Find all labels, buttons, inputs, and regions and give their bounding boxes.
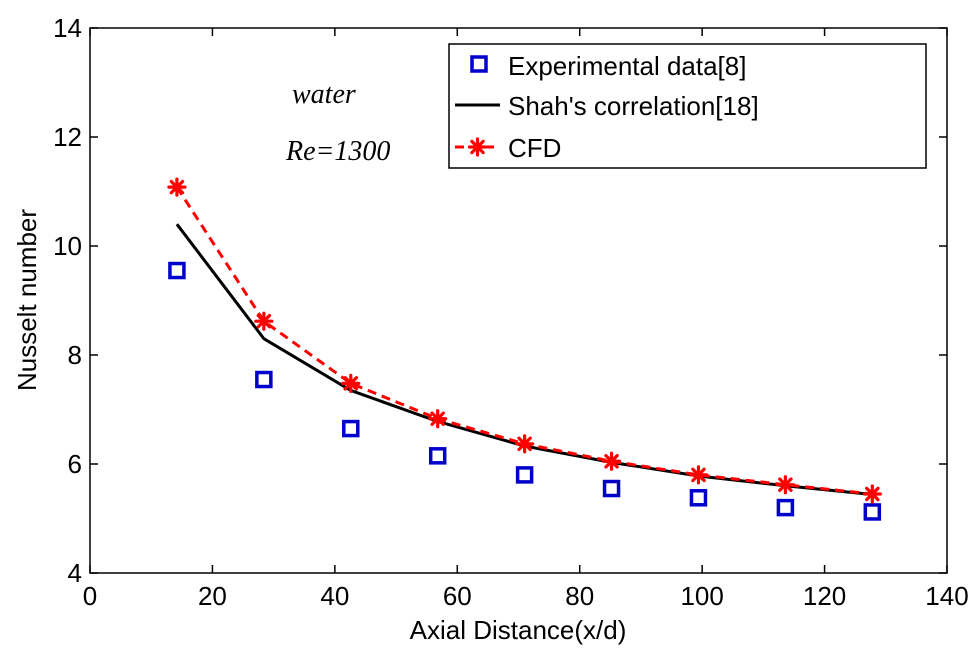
data-point-cfd	[775, 475, 795, 495]
data-point-experimental	[515, 466, 534, 484]
data-point-experimental	[776, 498, 795, 517]
data-point-cfd	[428, 409, 448, 429]
y-axis-label: Nusselt number	[12, 209, 42, 391]
legend-label-shah: Shah's correlation[18]	[508, 91, 759, 121]
data-point-experimental	[428, 447, 447, 465]
x-tick-label: 80	[565, 581, 594, 611]
data-point-experimental	[863, 503, 882, 521]
data-point-cfd	[167, 177, 187, 197]
data-point-experimental	[255, 370, 273, 389]
legend-box	[448, 43, 927, 169]
x-tick-label: 40	[320, 581, 349, 611]
data-point-cfd	[688, 465, 709, 485]
y-tick-label: 12	[53, 122, 82, 152]
legend: Experimental data[8] Shah's correlation[…	[448, 43, 927, 169]
axis-ticks	[89, 27, 948, 574]
data-point-experimental	[689, 489, 708, 507]
annotation-water: water	[292, 79, 356, 110]
y-tick-label: 6	[68, 449, 82, 479]
legend-label-cfd: CFD	[508, 133, 561, 163]
data-point-experimental	[342, 419, 360, 438]
y-tick-label: 4	[68, 558, 82, 588]
data-point-experimental	[168, 261, 186, 280]
data-point-cfd	[254, 311, 274, 331]
y-tick-label: 10	[53, 231, 82, 261]
tick-labels: 0 20 40 60 80 100 120 140 4 6 8 10 12 14	[53, 13, 969, 611]
annotation-reynolds: Re=1300	[285, 136, 390, 167]
x-tick-label: 0	[83, 581, 97, 611]
legend-marker-experimental	[470, 55, 488, 73]
data-point-cfd	[862, 484, 882, 504]
data-point-cfd	[341, 373, 361, 393]
data-point-experimental	[602, 479, 621, 498]
legend-label-experimental: Experimental data[8]	[508, 51, 746, 81]
x-tick-label: 20	[198, 581, 227, 611]
x-tick-label: 140	[925, 581, 968, 611]
x-axis-label: Axial Distance(x/d)	[410, 615, 627, 645]
series-layer	[167, 177, 882, 521]
x-tick-label: 120	[803, 581, 846, 611]
data-point-cfd	[515, 434, 535, 454]
legend-star-cfd	[467, 137, 488, 157]
y-tick-label: 8	[68, 340, 82, 370]
legend-marker-cfd	[467, 137, 488, 157]
x-tick-label: 60	[443, 581, 472, 611]
data-point-cfd	[601, 451, 622, 471]
x-tick-label: 100	[680, 581, 723, 611]
y-tick-label: 14	[53, 13, 82, 43]
